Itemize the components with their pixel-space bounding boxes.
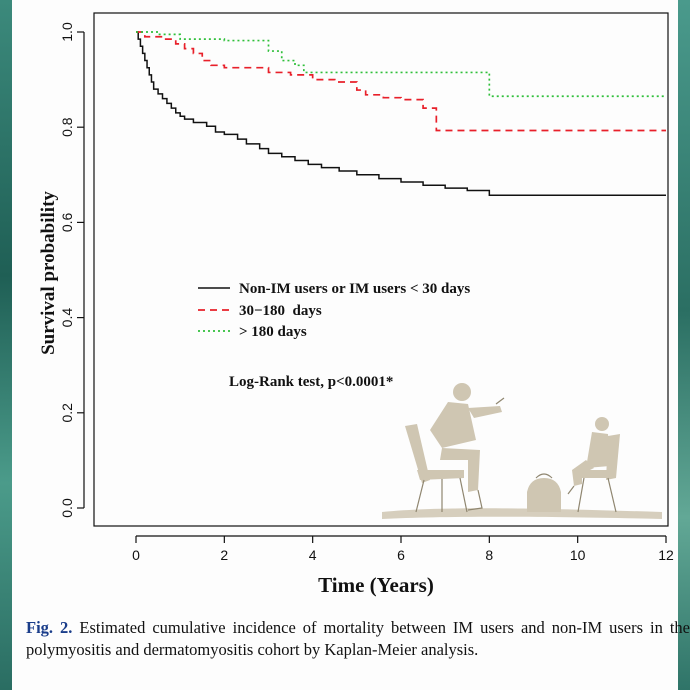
figure-caption: Fig. 2. Estimated cumulative incidence o… bbox=[26, 617, 690, 661]
series-line-0 bbox=[136, 31, 666, 197]
y-axis-title: Survival probability bbox=[38, 191, 59, 355]
series-line-2 bbox=[136, 31, 666, 98]
x-tick-label: 6 bbox=[397, 547, 405, 563]
x-tick-label: 10 bbox=[570, 547, 586, 563]
x-tick-label: 8 bbox=[485, 547, 493, 563]
series-line-1 bbox=[136, 31, 666, 132]
y-tick-label: 0.2 bbox=[59, 403, 75, 423]
x-tick-label: 12 bbox=[658, 547, 674, 563]
logrank-annotation: Log-Rank test, p<0.0001* bbox=[229, 374, 393, 390]
background-left-edge bbox=[0, 0, 12, 690]
x-tick-label: 0 bbox=[132, 547, 140, 563]
km-survival-chart: 0 2 4 6 8 10 12 0.0 0.2 0.4 0.6 0.8 1.0 Non-IM user… bbox=[38, 12, 674, 597]
figure-card: 0 2 4 6 8 10 12 0.0 0.2 0.4 0.6 0.8 1.0 Non-IM user… bbox=[12, 0, 690, 690]
legend-label-1: 30−180 days bbox=[239, 303, 322, 319]
background-right-edge bbox=[678, 0, 690, 690]
y-tick-label: 0.8 bbox=[59, 117, 75, 137]
series-layer bbox=[136, 31, 666, 197]
y-tick-label: 0.0 bbox=[59, 498, 75, 518]
y-tick-label: 0.6 bbox=[59, 212, 75, 232]
caption-text: Estimated cumulative incidence of mortal… bbox=[26, 618, 690, 659]
caption-label: Fig. 2. bbox=[26, 618, 73, 637]
legend: Non-IM users or IM users < 30 days 30−18… bbox=[198, 281, 470, 340]
y-axis: 0.0 0.2 0.4 0.6 0.8 1.0 bbox=[59, 22, 85, 518]
people-sitting-illustration-icon bbox=[382, 383, 662, 519]
x-tick-label: 4 bbox=[309, 547, 317, 563]
x-axis: 0 2 4 6 8 10 12 bbox=[132, 535, 674, 563]
y-tick-label: 1.0 bbox=[59, 22, 75, 42]
y-tick-label: 0.4 bbox=[59, 308, 75, 328]
legend-label-2: > 180 days bbox=[239, 324, 307, 340]
plot-frame bbox=[93, 12, 669, 527]
x-axis-title: Time (Years) bbox=[318, 573, 434, 597]
legend-label-0: Non-IM users or IM users < 30 days bbox=[239, 281, 470, 297]
x-tick-label: 2 bbox=[220, 547, 228, 563]
